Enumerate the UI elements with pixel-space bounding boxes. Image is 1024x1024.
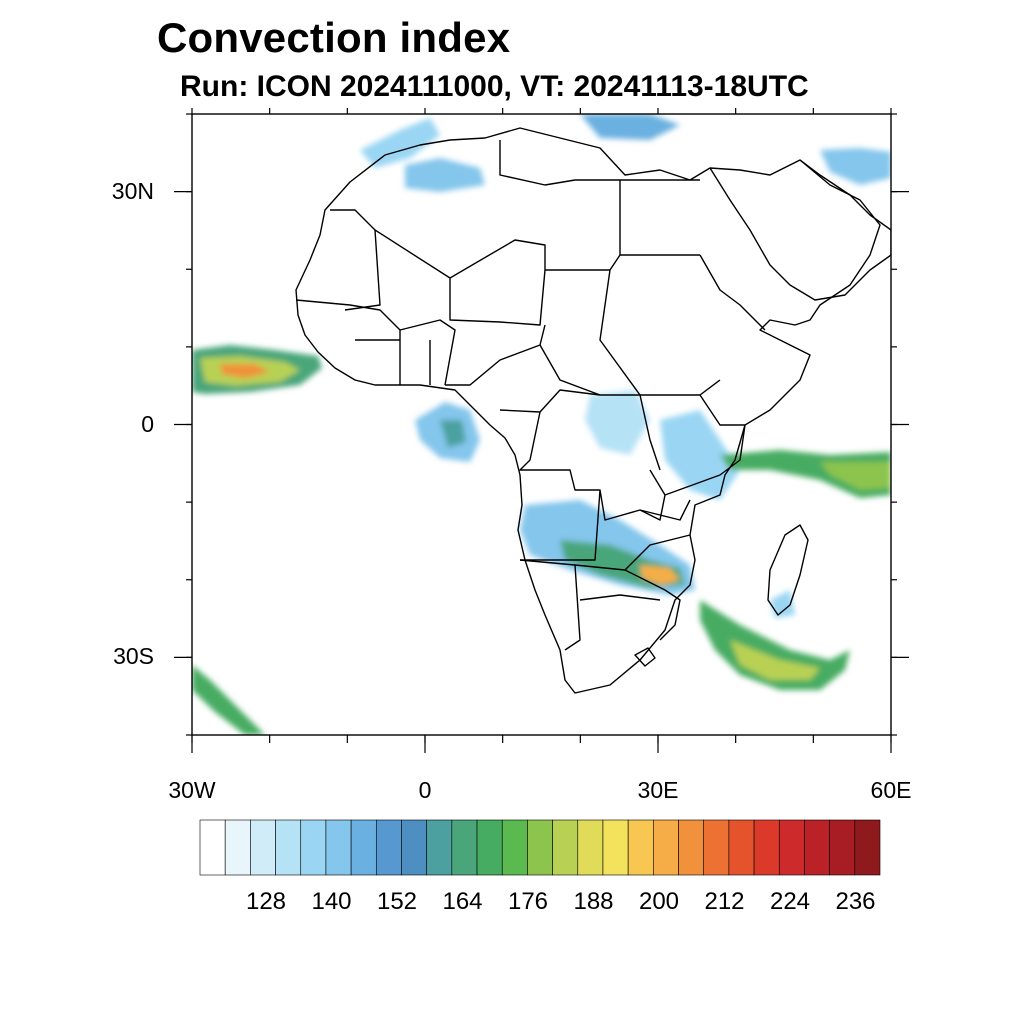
colorbar-swatch [401,819,427,876]
x-tick-label: 30E [637,777,679,803]
convection-equatorial-indian-core [820,462,891,490]
convection-zambia-peak [640,565,680,585]
convection-gulf-guinea-core [440,420,466,448]
colorbar-swatch [552,819,579,876]
colorbar-label: 152 [376,888,418,915]
convection-north-africa [405,158,485,192]
colorbar-swatch [577,819,604,876]
convection-shading [192,114,891,735]
colorbar-label: 164 [442,888,483,915]
borders-central [499,389,746,561]
map-frame [191,113,892,736]
colorbar-swatch [325,819,352,876]
arabian-peninsula [709,159,891,301]
x-tick-label: 30W [168,777,216,803]
colorbar-label: 212 [704,888,745,915]
colorbar-swatch [778,819,805,876]
x-tick-label: 60E [870,777,912,803]
colorbar-swatch [250,819,276,876]
coastlines-and-borders [295,127,891,694]
colorbar-label: 236 [835,888,876,915]
y-tick-label: 0 [141,410,154,437]
colorbar-label: 140 [311,888,352,915]
colorbar-label: 224 [769,888,811,915]
map-title: Convection index [157,14,511,61]
convection-great-lakes [660,410,740,500]
colorbar-swatch [426,819,453,876]
colorbar-swatch [804,819,830,876]
convection-atlantic-itcz-peak [220,364,270,378]
convection-arabia-gulf [820,148,891,185]
convection-aegean [580,114,680,140]
colorbar-swatch [703,819,730,876]
convection-sw-indian-core [730,640,820,680]
x-tick-label: 0 [418,777,432,803]
colorbar-swatch [602,819,629,876]
lesotho [634,647,656,667]
borders-west [295,299,601,396]
colorbar-swatch [753,819,780,876]
colorbar-swatch [854,819,881,876]
colorbar-swatch [275,819,302,876]
colorbar-swatch [501,819,528,876]
y-tick-label: 30S [113,643,154,670]
colorbar-label: 128 [245,888,287,915]
colorbar-swatch [375,819,402,876]
colorbar-swatch [829,819,856,876]
y-tick-label: 30N [111,177,154,204]
convection-central-africa [585,390,650,455]
map-subtitle: Run: ICON 2024111000, VT: 20241113-18UTC [180,70,809,103]
colorbar-swatch [653,819,679,876]
colorbar-swatch [476,819,503,876]
colorbar-swatch [199,819,226,876]
colorbar-swatch [300,819,327,876]
colorbar-swatch [678,819,705,876]
colorbar-label: 200 [638,888,680,915]
colorbar-swatch [728,819,755,876]
colorbar-label: 188 [573,888,614,915]
africa-coastline [295,127,881,694]
colorbar-swatch [350,819,377,876]
madagascar [767,524,809,616]
colorbar [199,819,881,876]
colorbar-swatch [451,819,478,876]
colorbar-swatch [627,819,654,876]
convection-madagascar [770,590,795,618]
convection-south-atlantic [192,665,265,735]
colorbar-label: 176 [507,888,549,915]
colorbar-swatch [527,819,553,876]
borders-north [330,140,766,396]
convection-mediterranean [360,118,440,168]
axis-ticks [174,108,909,753]
colorbar-swatch [224,819,251,876]
borders-south [519,534,691,651]
